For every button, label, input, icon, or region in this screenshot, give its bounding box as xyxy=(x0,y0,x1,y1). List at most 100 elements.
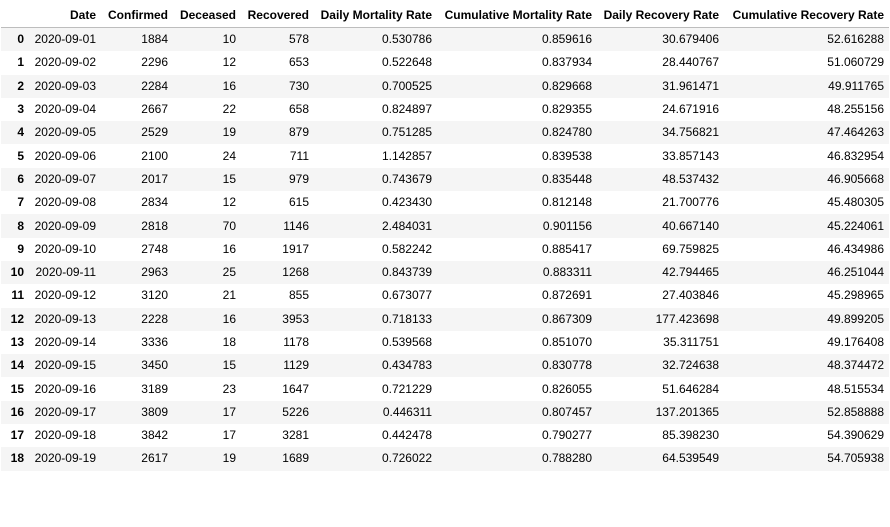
table-row: 5 2020-09-06 2100 24 711 1.142857 0.839538 33.8… xyxy=(1,144,889,168)
cell-cumulative-recovery-rate: 48.374472 xyxy=(827,358,884,373)
table-row: 6 2020-09-07 2017 15 979 0.743679 0.835448 48.5… xyxy=(1,167,889,192)
cell-recovered: 1268 xyxy=(282,265,309,280)
cell-deceased: 15 xyxy=(222,358,236,373)
cell-daily-recovery-rate: 40.667140 xyxy=(662,218,719,233)
cell-daily-mortality-rate: 0.434783 xyxy=(381,358,432,373)
cell-cumulative-mortality-rate: 0.829355 xyxy=(541,102,592,117)
cell-confirmed: 3336 xyxy=(141,335,168,349)
column-header-deceased: Deceased xyxy=(173,4,241,28)
cell-daily-mortality-rate: 0.442478 xyxy=(381,428,432,443)
cell-cumulative-mortality-rate: 0.885417 xyxy=(541,241,592,256)
cell-daily-recovery-rate: 32.724638 xyxy=(662,358,719,373)
cell-date: 2020-09-05 xyxy=(34,125,96,140)
cell-cumulative-recovery-rate: 52.858888 xyxy=(827,404,884,419)
cell-cumulative-mortality-rate: 0.829668 xyxy=(541,78,592,93)
row-index: 14 xyxy=(10,358,24,373)
cell-confirmed: 2284 xyxy=(141,78,168,93)
column-header-recovered: Recovered xyxy=(241,4,314,28)
row-index: 7 xyxy=(17,195,24,210)
cell-cumulative-recovery-rate: 49.899205 xyxy=(827,311,884,326)
cell-recovered: 855 xyxy=(288,288,309,303)
cell-cumulative-mortality-rate: 0.872691 xyxy=(541,288,592,303)
table-body: 0 2020-09-01 1884 10 578 0.530786 0.859616 30.6… xyxy=(1,27,889,471)
cell-cumulative-recovery-rate: 46.905668 xyxy=(827,171,884,186)
cell-recovered: 653 xyxy=(288,55,309,70)
header-row: Date Confirmed Deceased Recovered Daily Mort… xyxy=(1,4,889,28)
row-index: 4 xyxy=(17,125,24,140)
table-header: Date Confirmed Deceased Recovered Daily Mort… xyxy=(1,4,889,28)
cell-cumulative-recovery-rate: 51.060729 xyxy=(827,55,884,70)
cell-recovered: 1689 xyxy=(282,451,309,466)
cell-daily-mortality-rate: 0.673077 xyxy=(381,288,432,303)
cell-cumulative-mortality-rate: 0.790277 xyxy=(541,428,592,443)
cell-daily-recovery-rate: 64.539549 xyxy=(662,451,719,466)
row-index: 6 xyxy=(17,171,24,186)
cell-daily-mortality-rate: 0.751285 xyxy=(381,125,432,140)
cell-daily-mortality-rate: 0.700525 xyxy=(381,78,432,93)
cell-date: 2020-09-12 xyxy=(34,288,96,303)
cell-confirmed: 3450 xyxy=(141,358,168,373)
table-row: 1 2020-09-02 2296 12 653 0.522648 0.837934 28.4… xyxy=(1,51,889,75)
cell-daily-mortality-rate: 2.484031 xyxy=(381,218,432,233)
cell-daily-mortality-rate: 0.721229 xyxy=(381,381,432,396)
dataframe-table: Date Confirmed Deceased Recovered Daily Mort… xyxy=(1,4,889,471)
table-row: 7 2020-09-08 2834 12 615 0.423430 0.812148 21.7… xyxy=(1,191,889,215)
cell-cumulative-recovery-rate: 45.480305 xyxy=(827,195,884,210)
cell-daily-mortality-rate: 1.142857 xyxy=(381,148,432,163)
table-row: 14 2020-09-15 3450 15 1129 0.434783 0.830778 32… xyxy=(1,354,889,378)
table-row: 8 2020-09-09 2818 70 1146 2.484031 0.901156 40.… xyxy=(1,214,889,238)
cell-cumulative-recovery-rate: 46.434986 xyxy=(827,241,884,256)
cell-daily-recovery-rate: 27.403846 xyxy=(662,288,719,303)
row-index: 13 xyxy=(10,335,24,349)
cell-daily-mortality-rate: 0.582242 xyxy=(381,241,432,256)
cell-date: 2020-09-14 xyxy=(34,335,96,349)
cell-confirmed: 2834 xyxy=(141,195,168,210)
column-header-cumulative-mortality-rate: Cumulative Mortality Rate xyxy=(437,4,597,28)
cell-date: 2020-09-18 xyxy=(34,428,96,443)
cell-deceased: 25 xyxy=(222,265,236,280)
cell-daily-recovery-rate: 137.201365 xyxy=(655,404,719,419)
cell-confirmed: 2617 xyxy=(141,451,168,466)
row-index: 12 xyxy=(10,311,24,326)
cell-cumulative-recovery-rate: 46.251044 xyxy=(827,265,884,280)
cell-recovered: 711 xyxy=(289,148,309,163)
cell-recovered: 730 xyxy=(288,78,309,93)
cell-recovered: 1647 xyxy=(282,381,309,396)
row-index: 3 xyxy=(17,102,24,117)
row-index: 17 xyxy=(10,428,24,443)
cell-recovered: 1178 xyxy=(283,335,309,349)
cell-date: 2020-09-11 xyxy=(35,265,97,280)
cell-daily-recovery-rate: 85.398230 xyxy=(662,428,719,443)
table-row: 15 2020-09-16 3189 23 1647 0.721229 0.826055 51… xyxy=(1,377,889,401)
column-header-cumulative-recovery-rate: Cumulative Recovery Rate xyxy=(724,4,889,28)
cell-confirmed: 2228 xyxy=(141,311,168,326)
table-row: 4 2020-09-05 2529 19 879 0.751285 0.824780 34.7… xyxy=(1,121,889,145)
cell-cumulative-mortality-rate: 0.883311 xyxy=(542,265,592,280)
cell-daily-recovery-rate: 31.961471 xyxy=(662,78,719,93)
cell-cumulative-recovery-rate: 48.255156 xyxy=(827,102,884,117)
table-row: 2 2020-09-03 2284 16 730 0.700525 0.829668 31.9… xyxy=(1,74,889,98)
cell-recovered: 578 xyxy=(288,32,309,47)
cell-cumulative-mortality-rate: 0.901156 xyxy=(542,218,592,233)
cell-confirmed: 3842 xyxy=(141,428,168,443)
cell-cumulative-recovery-rate: 48.515534 xyxy=(827,381,884,396)
cell-confirmed: 2017 xyxy=(141,171,168,186)
cell-cumulative-recovery-rate: 54.390629 xyxy=(827,428,884,443)
cell-cumulative-mortality-rate: 0.824780 xyxy=(541,125,592,140)
cell-daily-recovery-rate: 28.440767 xyxy=(662,55,719,70)
cell-date: 2020-09-08 xyxy=(34,195,96,210)
cell-deceased: 18 xyxy=(222,335,236,349)
cell-recovered: 658 xyxy=(288,102,309,117)
cell-cumulative-mortality-rate: 0.837934 xyxy=(541,55,592,70)
cell-deceased: 24 xyxy=(222,148,236,163)
cell-daily-mortality-rate: 0.423430 xyxy=(381,195,432,210)
cell-recovered: 1146 xyxy=(283,218,309,233)
table-row: 13 2020-09-14 3336 18 1178 0.539568 0.851070 35… xyxy=(1,330,889,355)
cell-cumulative-recovery-rate: 49.176408 xyxy=(827,335,884,349)
cell-confirmed: 2818 xyxy=(141,218,168,233)
cell-date: 2020-09-01 xyxy=(34,32,96,47)
cell-deceased: 22 xyxy=(222,102,236,117)
cell-deceased: 17 xyxy=(222,404,236,419)
cell-daily-mortality-rate: 0.743679 xyxy=(381,171,432,186)
cell-date: 2020-09-04 xyxy=(34,102,96,117)
